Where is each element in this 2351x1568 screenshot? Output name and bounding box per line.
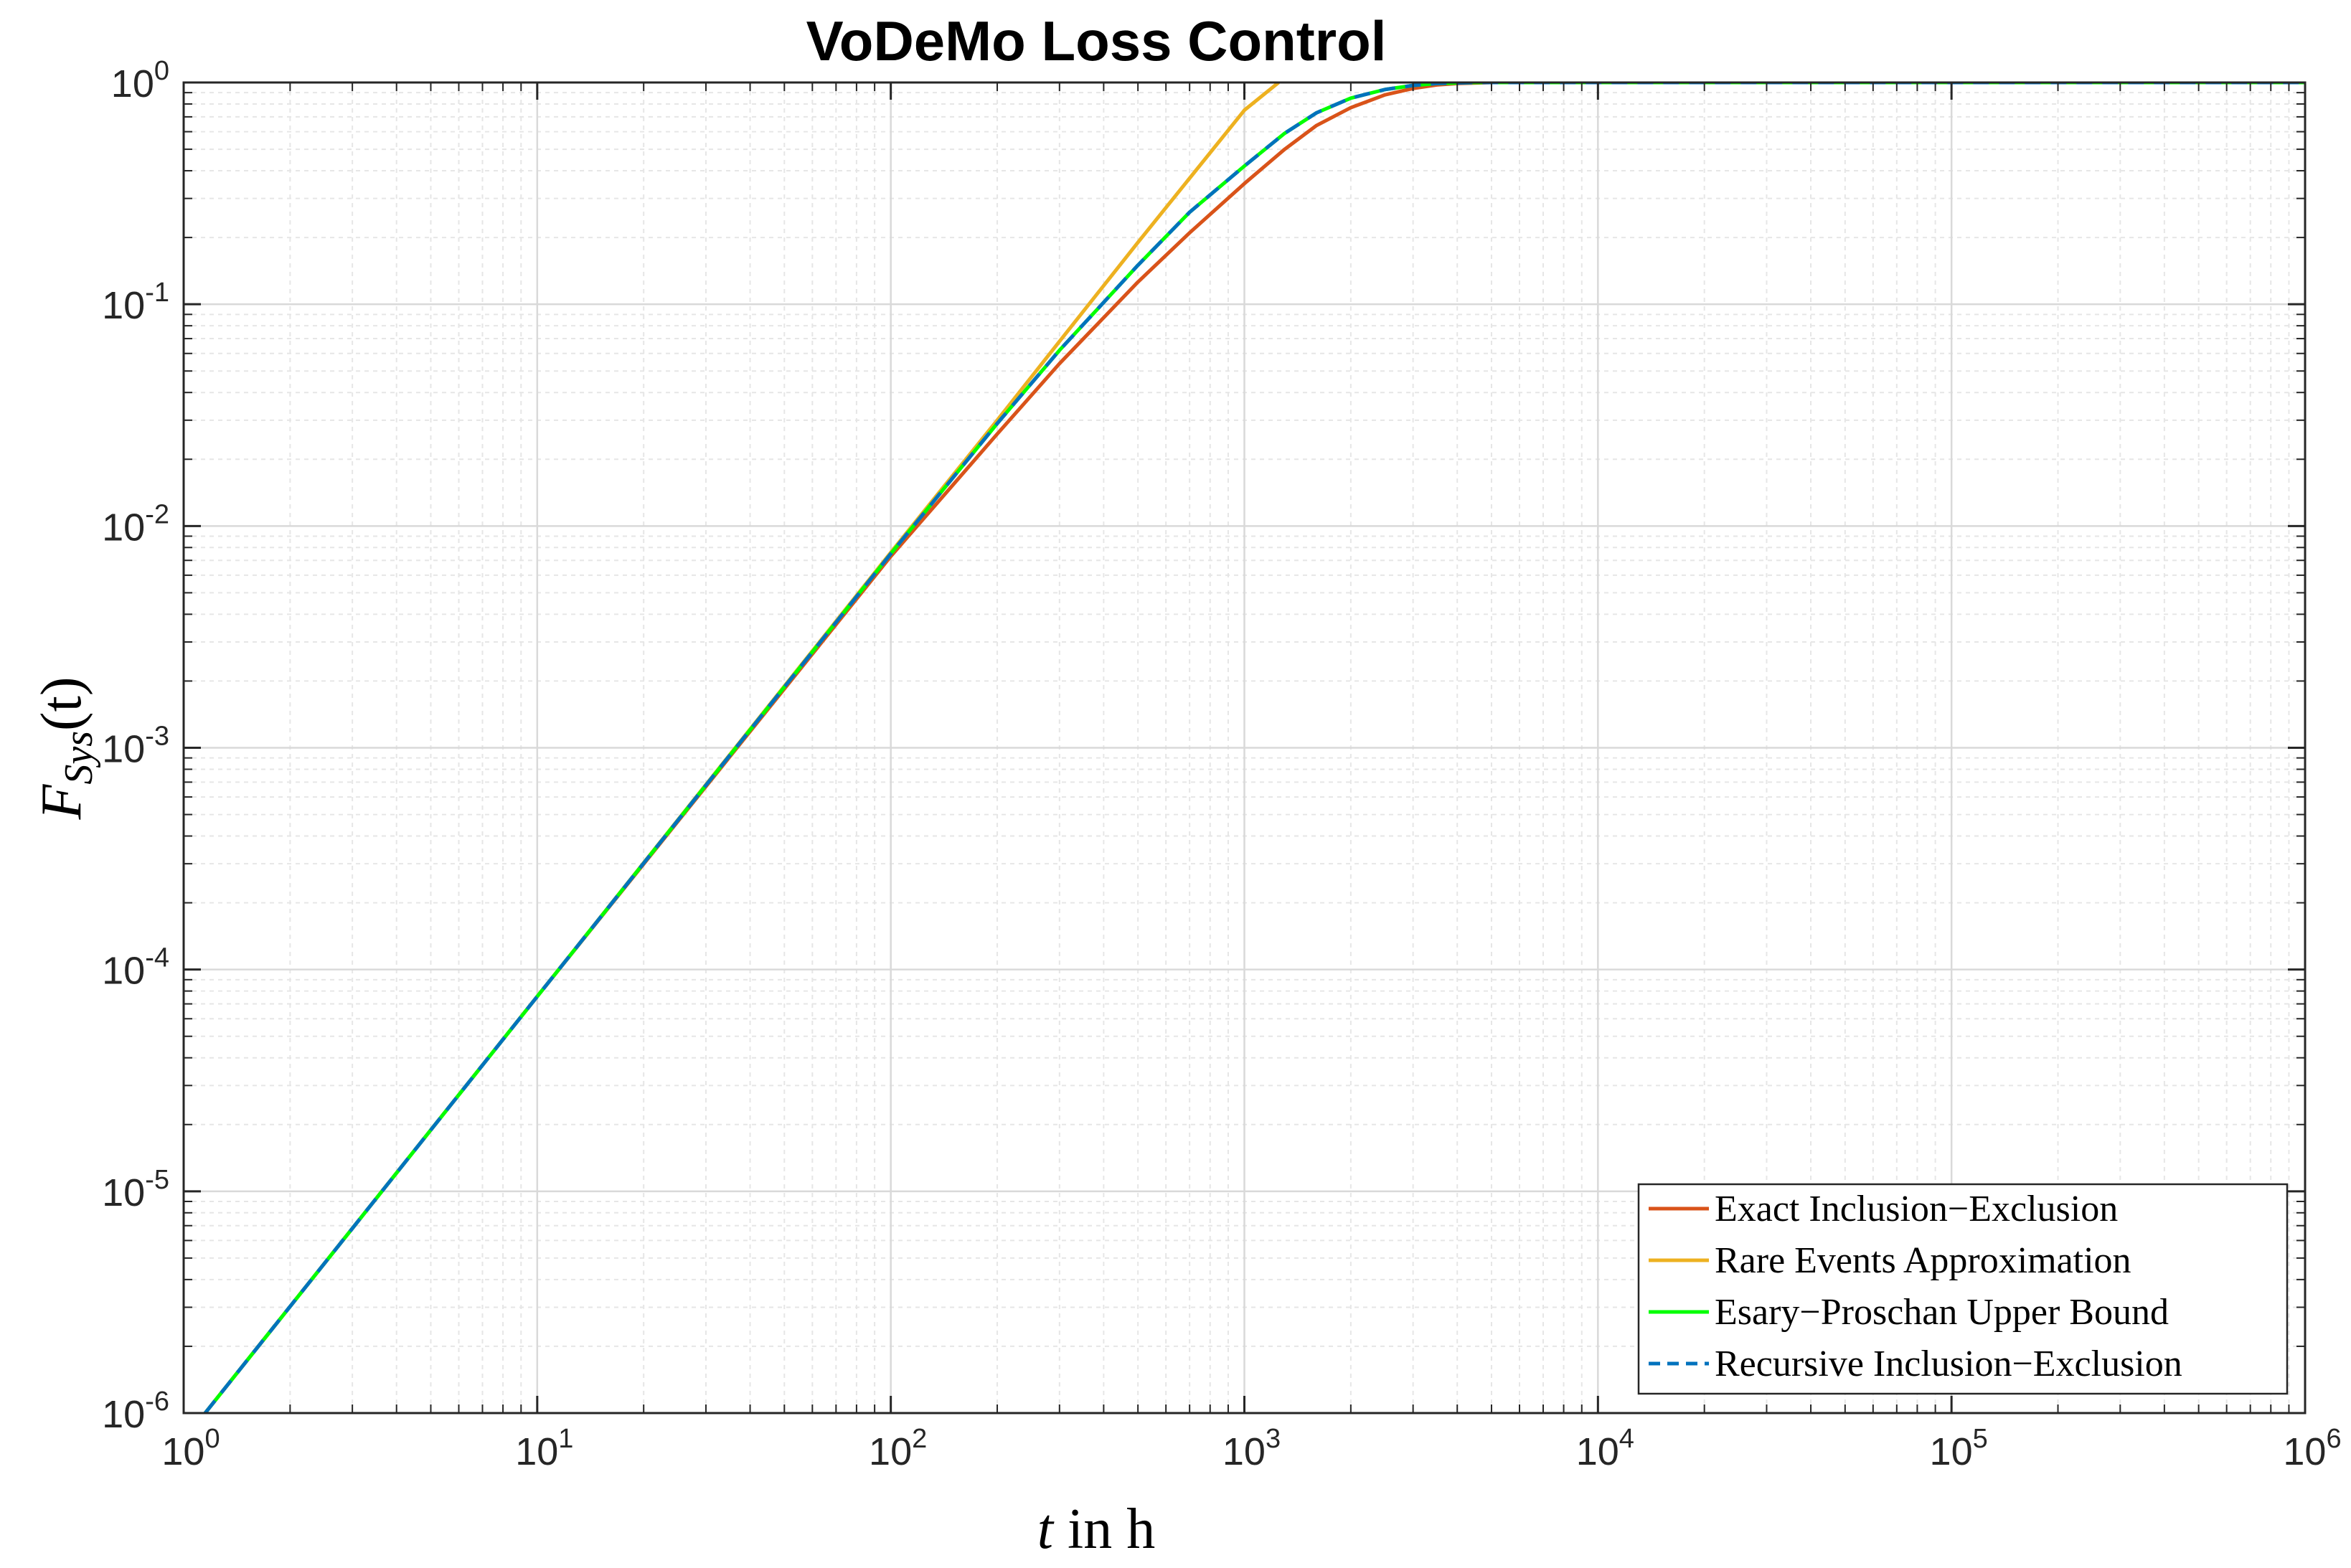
legend[interactable]: Exact Inclusion−Exclusion Rare Events App… xyxy=(1637,1183,2289,1395)
y-tick-label: 100 xyxy=(111,56,169,105)
axes xyxy=(182,81,2307,1414)
x-tick-label: 101 xyxy=(515,1424,573,1473)
y-tick-label: 10-4 xyxy=(102,943,169,993)
y-tick-label: 10-1 xyxy=(102,278,169,327)
y-tick-label: 10-3 xyxy=(102,722,169,771)
x-tick-label: 106 xyxy=(2283,1424,2341,1473)
x-tick-label: 105 xyxy=(1930,1424,1988,1473)
x-tick-label: 102 xyxy=(869,1424,927,1473)
legend-label[interactable]: Rare Events Approximation xyxy=(1715,1240,2131,1281)
legend-label[interactable]: Esary−Proschan Upper Bound xyxy=(1715,1292,2169,1333)
x-tick-label: 100 xyxy=(161,1424,220,1473)
series-lines xyxy=(203,82,2305,1413)
x-tick-label: 104 xyxy=(1576,1424,1634,1473)
legend-label[interactable]: Recursive Inclusion−Exclusion xyxy=(1715,1343,2182,1384)
y-tick-label: 10-6 xyxy=(102,1387,169,1436)
y-tick-label: 10-2 xyxy=(102,499,169,549)
chart-title: VoDeMo Loss Control xyxy=(806,9,1387,72)
series-line-3 xyxy=(203,82,2305,1413)
y-axis-label: FSys(t) xyxy=(30,676,101,820)
tick-labels: 100 101 102 103 104 105 106 10-6 10-5 10-4 10-3 10-… xyxy=(102,56,2341,1473)
legend-box xyxy=(1637,1183,2289,1395)
y-tick-label: 10-5 xyxy=(102,1165,169,1214)
legend-label[interactable]: Exact Inclusion−Exclusion xyxy=(1715,1189,2118,1229)
x-tick-label: 103 xyxy=(1222,1424,1281,1473)
x-axis-label: t in h xyxy=(1037,1498,1155,1561)
